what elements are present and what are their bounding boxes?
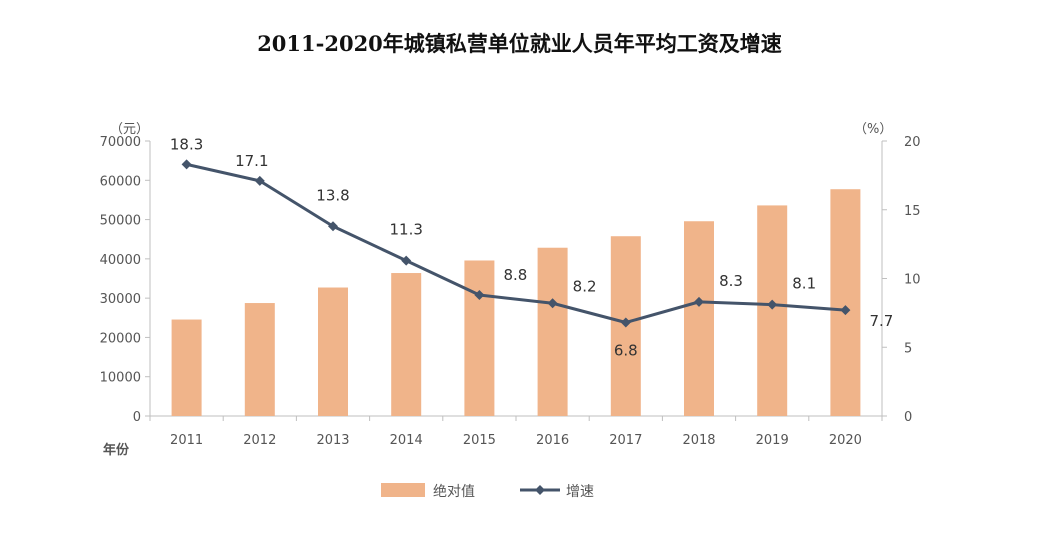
- x-tick-label: 2011: [170, 433, 203, 448]
- data-label: 8.8: [503, 266, 527, 284]
- legend-label-line: 增速: [566, 484, 594, 500]
- data-label: 18.3: [170, 135, 203, 153]
- x-tick-label: 2020: [829, 433, 862, 448]
- line-point: [840, 305, 851, 316]
- data-label: 6.8: [614, 342, 638, 360]
- x-tick-label: 2015: [463, 433, 496, 448]
- bar: [537, 247, 568, 416]
- bar-series: [171, 189, 861, 416]
- y-right-tick-label: 20: [904, 135, 921, 150]
- y-left-unit: （元）: [110, 122, 149, 137]
- chart-title: 2011-2020年城镇私营单位就业人员年平均工资及增速: [257, 31, 782, 56]
- y-right-tick-label: 10: [904, 273, 921, 288]
- y-left-tick-label: 0: [133, 410, 141, 425]
- series-line: [186, 162, 846, 324]
- x-tick-label: 2016: [536, 433, 569, 448]
- y-right-tick-label: 0: [904, 410, 912, 425]
- x-tick-label: 2019: [756, 433, 789, 448]
- legend-marker: [535, 485, 545, 495]
- line-point: [328, 221, 338, 232]
- data-label: 11.3: [389, 221, 422, 239]
- x-axis-label: 年份: [103, 442, 130, 458]
- line-point: [694, 296, 704, 307]
- legend-swatch-bar: [381, 483, 425, 497]
- line-series: [181, 159, 851, 328]
- bar: [757, 205, 788, 416]
- data-label: 7.7: [869, 312, 893, 330]
- line-point: [474, 290, 485, 300]
- y-right-tick-label: 15: [904, 204, 921, 219]
- bar: [830, 189, 861, 416]
- line-point: [401, 255, 412, 266]
- y-right-unit: （%）: [854, 122, 892, 137]
- y-left-tick-label: 10000: [100, 371, 141, 386]
- line-point: [181, 159, 192, 170]
- bar: [318, 287, 348, 416]
- bar: [464, 260, 495, 416]
- bar: [244, 303, 275, 416]
- line-point: [620, 317, 631, 328]
- line-point: [767, 299, 778, 310]
- bar: [171, 319, 202, 416]
- line-point: [254, 175, 265, 186]
- data-label: 8.3: [719, 272, 743, 290]
- y-right-tick-label: 5: [904, 341, 912, 356]
- legend-label-bar: 绝对值: [433, 484, 475, 500]
- y-left-tick-label: 50000: [100, 214, 141, 229]
- data-labels: 18.3 17.1 13.8 11.3 8.8 8.2 6.8 8.3 8.1 7.7: [170, 135, 893, 359]
- y-left-tick-label: 60000: [100, 174, 141, 189]
- y-left-tick-label: 30000: [100, 292, 141, 307]
- x-tick-label: 2013: [316, 433, 349, 448]
- y-left-tick-label: 20000: [100, 331, 141, 346]
- y-left-tick-label: 70000: [100, 135, 141, 150]
- x-tick-label: 2012: [243, 433, 276, 448]
- data-label: 13.8: [316, 186, 349, 204]
- x-tick-label: 2014: [390, 433, 423, 448]
- data-label: 8.1: [792, 275, 816, 293]
- data-label: 17.1: [235, 152, 268, 170]
- y-left-tick-label: 40000: [100, 253, 141, 268]
- bar: [391, 273, 422, 416]
- x-tick-label: 2017: [609, 433, 642, 448]
- bar: [684, 221, 714, 416]
- data-label: 8.2: [573, 277, 597, 295]
- line-point: [547, 298, 558, 309]
- x-tick-label: 2018: [682, 433, 715, 448]
- legend: 绝对值 增速: [381, 483, 594, 500]
